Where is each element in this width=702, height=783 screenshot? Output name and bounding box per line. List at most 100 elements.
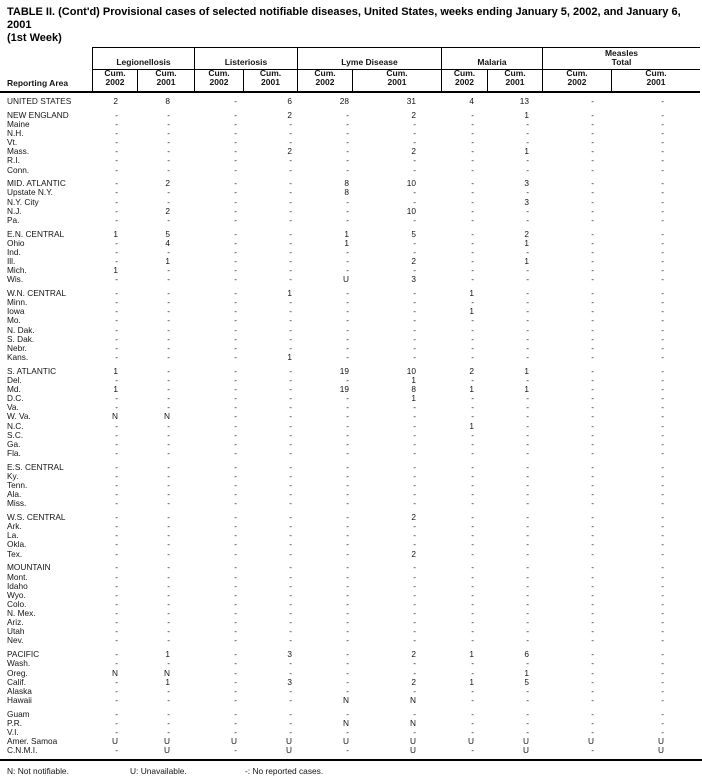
table-row: Nev. - - - - - - - - - - bbox=[0, 636, 700, 645]
value-cell: - bbox=[346, 635, 349, 646]
value-cell: - bbox=[234, 676, 237, 687]
value-cell: - bbox=[234, 617, 237, 628]
value-cell: - bbox=[661, 96, 664, 106]
value-cell: - bbox=[167, 480, 170, 491]
value-cell: - bbox=[471, 324, 474, 335]
value-cell: - bbox=[167, 393, 170, 404]
reporting-area-cell: N.J. bbox=[7, 205, 22, 216]
value-cell: - bbox=[115, 530, 118, 541]
value-cell: - bbox=[526, 402, 529, 413]
reporting-area-cell: Mont. bbox=[7, 571, 28, 582]
reporting-area-cell: Guam bbox=[7, 708, 30, 719]
value-cell: - bbox=[471, 118, 474, 129]
value-cell: - bbox=[289, 155, 292, 166]
table-row: Miss. - - - - - - - - - - bbox=[0, 499, 700, 508]
value-cell: 19 bbox=[339, 365, 349, 376]
column-header-2002-6: Cum. 2002 bbox=[441, 67, 487, 91]
reporting-area-cell: C.N.M.I. bbox=[7, 745, 38, 756]
value-cell: - bbox=[346, 146, 349, 157]
value-cell: - bbox=[661, 196, 664, 207]
value-cell: - bbox=[471, 548, 474, 559]
value-cell: - bbox=[115, 489, 118, 500]
value-cell: - bbox=[234, 420, 237, 431]
reporting-area-cell: Ky. bbox=[7, 470, 19, 481]
value-cell: - bbox=[346, 448, 349, 459]
value-cell: 1 bbox=[524, 384, 529, 395]
value-cell: - bbox=[167, 498, 170, 509]
value-cell: - bbox=[526, 717, 529, 728]
value-cell: - bbox=[346, 196, 349, 207]
value-cell: - bbox=[346, 324, 349, 335]
value-cell: - bbox=[167, 608, 170, 619]
value-cell: U bbox=[468, 736, 474, 747]
value-cell: - bbox=[234, 196, 237, 207]
value-cell: - bbox=[526, 265, 529, 276]
value-cell: - bbox=[661, 694, 664, 705]
value-cell: 8 bbox=[344, 187, 349, 198]
value-cell: - bbox=[234, 374, 237, 385]
column-header-2001-5: Cum. 2001 bbox=[352, 67, 441, 91]
value-cell: - bbox=[289, 726, 292, 737]
value-cell: - bbox=[661, 402, 664, 413]
table-row: Ga. - - - - - - - - - - bbox=[0, 438, 700, 449]
value-cell: - bbox=[115, 237, 118, 248]
value-cell: - bbox=[167, 521, 170, 532]
value-cell: - bbox=[115, 598, 118, 609]
value-cell: - bbox=[346, 109, 349, 120]
value-cell: - bbox=[346, 128, 349, 139]
value-cell: 4 bbox=[469, 96, 474, 106]
cum-label: Cum. bbox=[453, 67, 476, 78]
value-cell: N bbox=[164, 667, 170, 678]
group-header-legionellosis: Legionellosis bbox=[92, 47, 194, 70]
value-cell: - bbox=[115, 352, 118, 363]
value-cell: - bbox=[661, 155, 664, 166]
table-row: Mont. - - - - - - - - - - bbox=[0, 571, 700, 582]
reporting-area-cell: Md. bbox=[7, 384, 21, 395]
year-label: 2002 bbox=[455, 77, 474, 88]
value-cell: - bbox=[115, 726, 118, 737]
value-cell: - bbox=[471, 155, 474, 166]
value-cell: - bbox=[234, 429, 237, 440]
value-cell: - bbox=[346, 315, 349, 326]
value-cell: - bbox=[526, 589, 529, 600]
table-row: V.I. - - - - - - - - - - bbox=[0, 726, 700, 737]
value-cell: - bbox=[289, 274, 292, 285]
value-cell: 2 bbox=[411, 146, 416, 157]
value-cell: - bbox=[234, 256, 237, 267]
table-row: Ark. - - - - - - - - - - bbox=[0, 522, 700, 531]
value-cell: - bbox=[591, 146, 594, 157]
value-cell: - bbox=[234, 402, 237, 413]
value-cell: - bbox=[234, 228, 237, 239]
value-cell: - bbox=[115, 438, 118, 449]
year-label: 2002 bbox=[209, 77, 229, 88]
value-cell: 2 bbox=[165, 178, 170, 189]
value-cell: - bbox=[591, 155, 594, 166]
value-cell: - bbox=[346, 626, 349, 637]
reporting-area-cell: Utah bbox=[7, 626, 25, 637]
value-cell: - bbox=[234, 608, 237, 619]
value-cell: - bbox=[526, 137, 529, 148]
value-cell: - bbox=[413, 480, 416, 491]
value-cell: - bbox=[661, 187, 664, 198]
value-cell: 3 bbox=[287, 676, 292, 687]
value-cell: - bbox=[413, 214, 416, 225]
value-cell: - bbox=[661, 342, 664, 353]
value-cell: 1 bbox=[165, 256, 170, 267]
value-cell: - bbox=[591, 539, 594, 550]
value-cell: 31 bbox=[406, 96, 416, 106]
value-cell: - bbox=[591, 562, 594, 573]
cum-label: Cum. bbox=[386, 67, 408, 78]
value-cell: U bbox=[658, 745, 664, 756]
value-cell: - bbox=[661, 214, 664, 225]
value-cell: 1 bbox=[469, 420, 474, 431]
value-cell: 5 bbox=[165, 228, 170, 239]
value-cell: - bbox=[471, 608, 474, 619]
value-cell: - bbox=[346, 498, 349, 509]
value-cell: - bbox=[526, 374, 529, 385]
reporting-area-cell: Iowa bbox=[7, 306, 25, 317]
value-cell: - bbox=[591, 164, 594, 175]
value-cell: 10 bbox=[406, 205, 416, 216]
value-cell: - bbox=[471, 521, 474, 532]
value-cell: - bbox=[413, 589, 416, 600]
value-cell: - bbox=[591, 393, 594, 404]
